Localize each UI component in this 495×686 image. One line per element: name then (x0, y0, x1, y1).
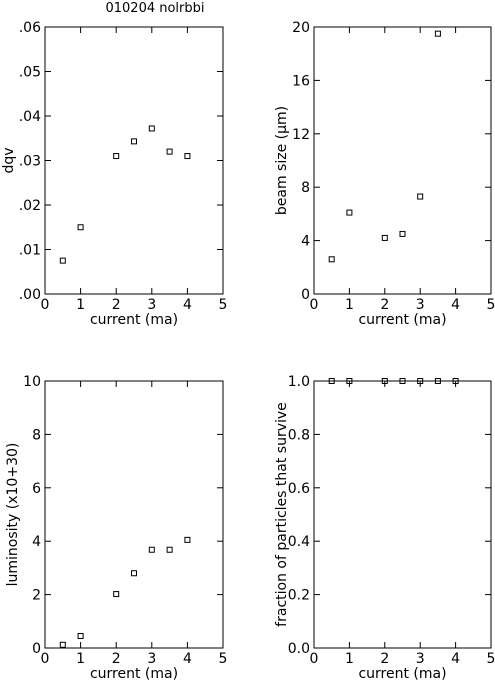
data-point (434, 378, 441, 384)
x-tick-label: 1 (345, 297, 354, 313)
figure-header: 010204 nolrbbi (105, 1, 204, 16)
x-tick-label: 0 (41, 651, 50, 667)
y-tick-label: .01 (19, 243, 41, 259)
y-tick-label: 0 (301, 287, 310, 303)
x-tick-label: 0 (310, 651, 319, 667)
data-point (346, 378, 353, 384)
data-point (381, 234, 388, 241)
data-point (399, 230, 406, 237)
data-point (184, 153, 191, 160)
y-tick-label: 20 (292, 20, 310, 36)
y-tick-label: 2 (32, 588, 41, 604)
plot-frame (44, 380, 224, 649)
data-point (399, 378, 406, 384)
x-tick-label: 4 (183, 651, 192, 667)
x-tick-label: 2 (380, 651, 389, 667)
y-tick-label: 8 (301, 180, 310, 196)
x-axis-label: current (ma) (358, 666, 446, 681)
y-axis-label: beam size (μm) (274, 106, 290, 215)
data-point (77, 632, 84, 639)
x-axis-label: current (ma) (90, 666, 178, 681)
data-point (77, 224, 84, 231)
data-point (166, 546, 173, 553)
y-tick-label: 1.0 (288, 374, 310, 390)
y-axis-label: fraction of particles that survive (274, 402, 290, 627)
x-tick-label: 5 (219, 297, 228, 313)
x-tick-label: 2 (380, 297, 389, 313)
data-point (131, 570, 137, 577)
plot-frame (313, 26, 492, 295)
chart-panel-1: 0 1 2 3 4 5 .00 .01 .02 .03 .04 .05 .06 current (ma) d… (1, 20, 227, 328)
x-tick-label: 5 (487, 297, 495, 313)
x-tick-label: 4 (451, 651, 460, 667)
plot-frame (313, 380, 492, 649)
data-point (328, 256, 335, 263)
data-point (148, 546, 155, 553)
x-tick-label: 4 (451, 297, 460, 313)
data-point (328, 378, 335, 384)
data-point (113, 591, 120, 598)
x-axis-label: current (ma) (90, 312, 178, 328)
y-tick-label: 0.6 (288, 481, 310, 497)
y-tick-label: .06 (19, 20, 41, 36)
data-point (59, 641, 66, 648)
y-tick-label: 4 (32, 534, 41, 550)
data-point (148, 125, 155, 132)
x-tick-label: 3 (416, 297, 425, 313)
x-tick-label: 2 (112, 651, 121, 667)
x-tick-label: 2 (112, 297, 121, 313)
x-tick-label: 1 (76, 651, 85, 667)
x-tick-label: 5 (487, 651, 495, 667)
y-tick-label: .02 (19, 198, 41, 214)
x-tick-label: 0 (310, 297, 319, 313)
x-tick-label: 0 (41, 297, 50, 313)
data-point (417, 193, 424, 200)
data-point (452, 378, 459, 384)
x-tick-label: 5 (219, 651, 228, 667)
y-tick-label: .00 (19, 287, 41, 303)
data-point (346, 209, 353, 216)
y-tick-label: 4 (301, 234, 310, 250)
x-tick-label: 4 (183, 297, 192, 313)
x-tick-label: 3 (416, 651, 425, 667)
data-point (184, 536, 191, 543)
y-tick-label: 0.4 (288, 534, 310, 550)
x-tick-label: 1 (345, 651, 354, 667)
x-tick-label: 3 (147, 651, 156, 667)
x-tick-label: 3 (147, 297, 156, 313)
data-point (417, 378, 424, 384)
plot-frame (44, 26, 224, 295)
y-tick-label: 0.2 (288, 588, 310, 604)
y-tick-label: .03 (19, 154, 41, 170)
y-tick-label: 10 (23, 374, 41, 390)
data-point (131, 138, 137, 145)
chart-panel-4: 0 1 2 3 4 5 0.0 0.2 0.4 0.6 0.8 1.0 current (ma) frac… (274, 374, 495, 682)
y-axis-label: dqv (1, 147, 17, 173)
y-tick-label: 0 (32, 641, 41, 657)
y-tick-label: 6 (32, 481, 41, 497)
y-tick-label: 12 (292, 127, 310, 143)
chart-panel-3: 0 1 2 3 4 5 0 2 4 6 8 10 current (ma) luminosity (x10… (5, 374, 228, 682)
y-tick-label: 16 (292, 73, 310, 89)
y-tick-label: 8 (32, 427, 41, 443)
y-tick-label: .05 (19, 65, 41, 81)
x-tick-label: 1 (76, 297, 85, 313)
y-axis-label: luminosity (x10+30) (5, 443, 21, 587)
data-point (59, 257, 66, 264)
data-point (434, 30, 441, 37)
y-tick-label: .04 (19, 109, 41, 125)
x-axis-label: current (ma) (358, 312, 446, 328)
data-point (166, 148, 173, 155)
y-tick-label: 0.8 (288, 427, 310, 443)
data-point (381, 378, 388, 384)
y-tick-label: 0.0 (288, 641, 310, 657)
data-point (113, 153, 120, 160)
